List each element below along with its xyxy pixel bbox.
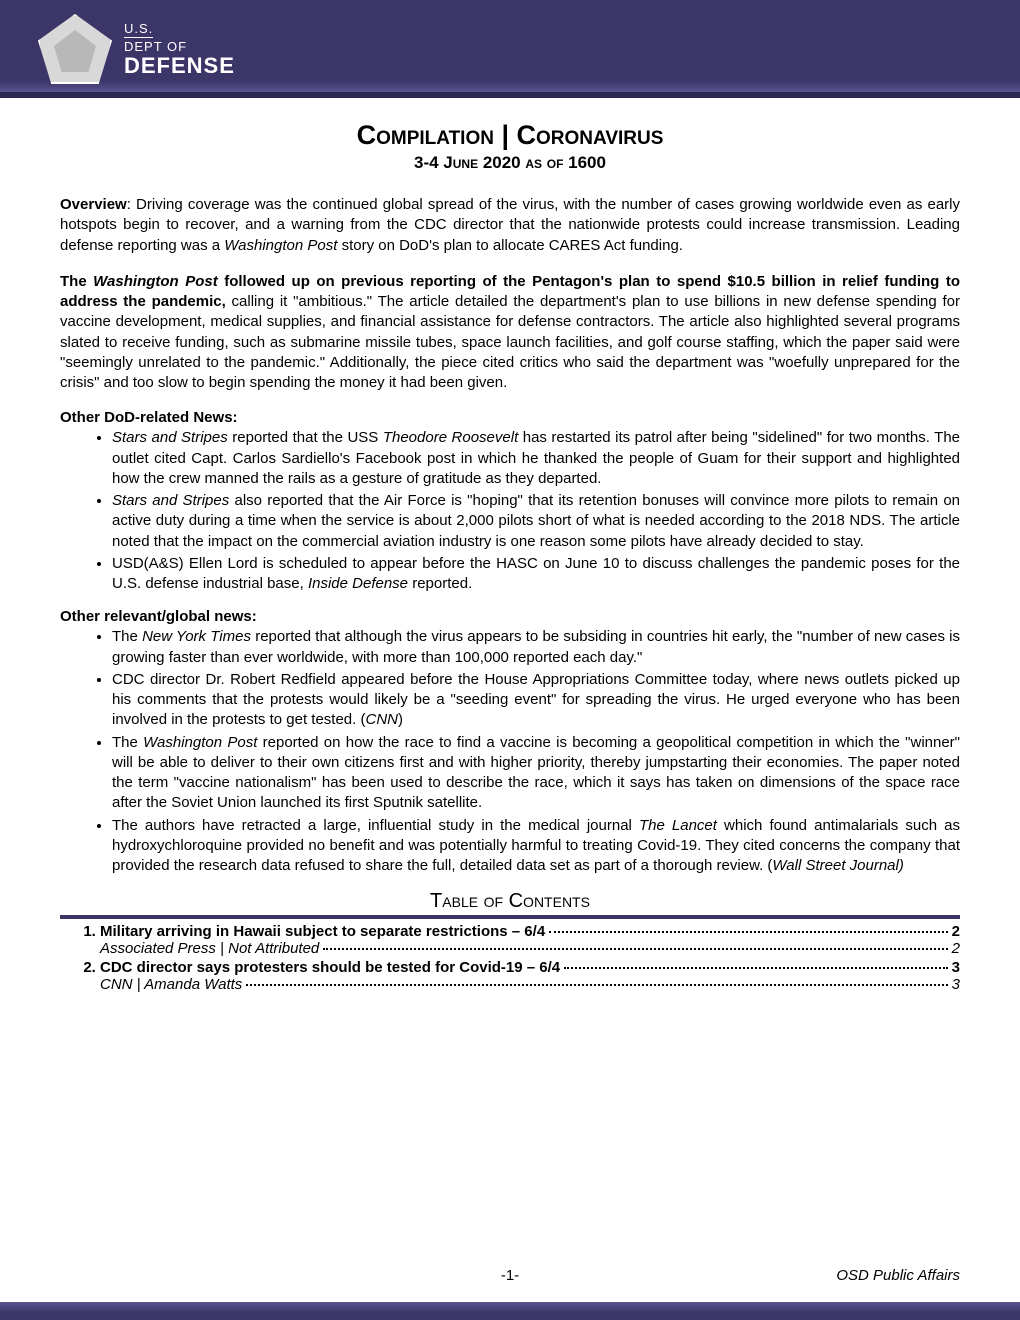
- bullet-text: The authors have retracted a large, infl…: [112, 817, 639, 834]
- bullet-text: Washington Post: [143, 734, 257, 751]
- toc-item-title: CDC director says protesters should be t…: [100, 959, 560, 976]
- page-number: -1-: [60, 1267, 960, 1284]
- wapo-italic: Washington Post: [93, 273, 218, 290]
- bullet-text: The: [112, 628, 142, 645]
- toc-rule: [60, 915, 960, 919]
- bottom-band: [0, 1302, 1020, 1320]
- overview-text2: story on DoD's plan to allocate CARES Ac…: [337, 237, 683, 254]
- dod-logo: U.S. DEPT OF DEFENSE: [38, 14, 235, 84]
- global-bullet-list: The New York Times reported that althoug…: [60, 627, 960, 876]
- bullet-text: The: [112, 734, 143, 751]
- overview-label: Overview: [60, 196, 127, 213]
- toc-dots: [564, 967, 948, 969]
- overview-paragraph: Overview: Driving coverage was the conti…: [60, 195, 960, 256]
- bullet-text: Theodore Roosevelt: [383, 429, 518, 446]
- list-item: The New York Times reported that althoug…: [112, 627, 960, 668]
- doc-title: Compilation | Coronavirus: [60, 120, 960, 151]
- toc-dots: [323, 948, 947, 950]
- toc-item-page: 2: [952, 923, 960, 940]
- toc-heading: Table of Contents: [60, 890, 960, 913]
- toc-item-title: Military arriving in Hawaii subject to s…: [100, 923, 545, 940]
- toc-item: CDC director says protesters should be t…: [100, 959, 960, 993]
- toc-dots: [549, 931, 947, 933]
- bullet-text: also reported that the Air Force is "hop…: [112, 492, 960, 550]
- table-of-contents: Military arriving in Hawaii subject to s…: [60, 923, 960, 993]
- bullet-text: reported.: [408, 575, 472, 592]
- bullet-text: ): [398, 711, 403, 728]
- toc-line[interactable]: Military arriving in Hawaii subject to s…: [100, 923, 960, 940]
- logo-line3: DEFENSE: [124, 54, 235, 77]
- bullet-text: USD(A&S) Ellen Lord is scheduled to appe…: [112, 555, 960, 592]
- bullet-text: The Lancet: [639, 817, 717, 834]
- doc-subtitle: 3-4 June 2020 as of 1600: [60, 153, 960, 173]
- toc-source-page: 3: [952, 976, 960, 993]
- wapo-paragraph: The Washington Post followed up on previ…: [60, 272, 960, 394]
- logo-text: U.S. DEPT OF DEFENSE: [124, 21, 235, 77]
- toc-item: Military arriving in Hawaii subject to s…: [100, 923, 960, 957]
- list-item: Stars and Stripes reported that the USS …: [112, 428, 960, 489]
- toc-line[interactable]: CDC director says protesters should be t…: [100, 959, 960, 976]
- wapo-bold1: The: [60, 273, 93, 290]
- list-item: The authors have retracted a large, infl…: [112, 816, 960, 877]
- header-band: U.S. DEPT OF DEFENSE: [0, 0, 1020, 92]
- list-item: CDC director Dr. Robert Redfield appeare…: [112, 670, 960, 731]
- bullet-text: CNN: [365, 711, 398, 728]
- list-item: The Washington Post reported on how the …: [112, 733, 960, 814]
- bullet-text: CDC director Dr. Robert Redfield appeare…: [112, 671, 960, 729]
- dod-news-heading: Other DoD-related News:: [60, 409, 960, 426]
- pentagon-icon: [38, 14, 112, 84]
- footer-affairs: OSD Public Affairs: [836, 1267, 960, 1284]
- global-news-heading: Other relevant/global news:: [60, 608, 960, 625]
- bullet-text: New York Times: [142, 628, 251, 645]
- content-area: Compilation | Coronavirus 3-4 June 2020 …: [0, 92, 1020, 993]
- list-item: Stars and Stripes also reported that the…: [112, 491, 960, 552]
- toc-item-source: CNN | Amanda Watts: [100, 976, 242, 993]
- logo-line1: U.S.: [124, 22, 153, 39]
- toc-source-page: 2: [952, 940, 960, 957]
- bullet-text: Stars and Stripes: [112, 429, 228, 446]
- list-item: USD(A&S) Ellen Lord is scheduled to appe…: [112, 554, 960, 595]
- toc-source-line[interactable]: CNN | Amanda Watts 3: [100, 976, 960, 993]
- bullet-text: Inside Defense: [308, 575, 408, 592]
- toc-source-line[interactable]: Associated Press | Not Attributed 2: [100, 940, 960, 957]
- bullet-text: Stars and Stripes: [112, 492, 229, 509]
- bullet-text: reported that the USS: [228, 429, 383, 446]
- overview-italic: Washington Post: [224, 237, 337, 254]
- logo-line2: DEPT OF: [124, 40, 235, 54]
- toc-item-page: 3: [952, 959, 960, 976]
- dod-bullet-list: Stars and Stripes reported that the USS …: [60, 428, 960, 594]
- bullet-text: Wall Street Journal): [772, 857, 903, 874]
- page-footer: -1- OSD Public Affairs: [60, 1267, 960, 1284]
- toc-dots: [246, 984, 947, 986]
- toc-item-source: Associated Press | Not Attributed: [100, 940, 319, 957]
